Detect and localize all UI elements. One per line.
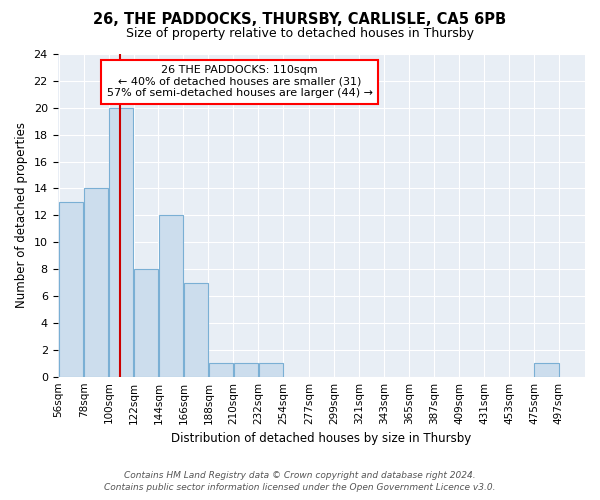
- Bar: [534, 363, 559, 376]
- Bar: [209, 363, 233, 376]
- Text: Contains HM Land Registry data © Crown copyright and database right 2024.
Contai: Contains HM Land Registry data © Crown c…: [104, 471, 496, 492]
- Bar: [233, 363, 258, 376]
- Text: 26, THE PADDOCKS, THURSBY, CARLISLE, CA5 6PB: 26, THE PADDOCKS, THURSBY, CARLISLE, CA5…: [94, 12, 506, 28]
- Bar: [259, 363, 283, 376]
- Text: 26 THE PADDOCKS: 110sqm
← 40% of detached houses are smaller (31)
57% of semi-de: 26 THE PADDOCKS: 110sqm ← 40% of detache…: [107, 66, 373, 98]
- Bar: [84, 188, 108, 376]
- Y-axis label: Number of detached properties: Number of detached properties: [15, 122, 28, 308]
- Text: Size of property relative to detached houses in Thursby: Size of property relative to detached ho…: [126, 28, 474, 40]
- Bar: [59, 202, 83, 376]
- Bar: [159, 216, 183, 376]
- Bar: [134, 269, 158, 376]
- Bar: [184, 282, 208, 376]
- X-axis label: Distribution of detached houses by size in Thursby: Distribution of detached houses by size …: [171, 432, 472, 445]
- Bar: [109, 108, 133, 376]
